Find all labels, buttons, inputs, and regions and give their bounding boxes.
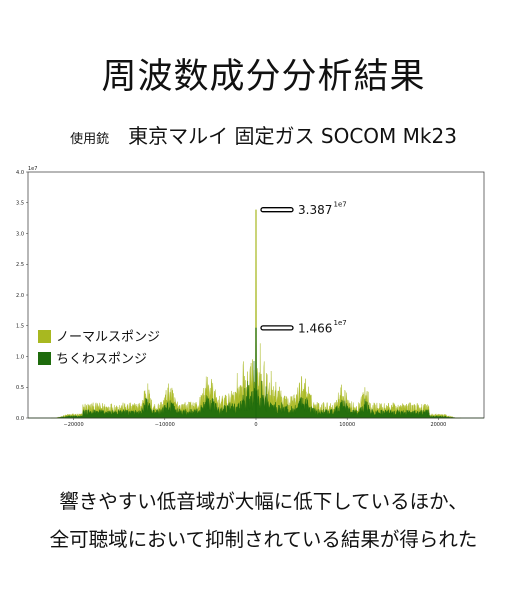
caption-line-1: 響きやすい低音域が大幅に低下しているほか、 xyxy=(59,490,468,513)
y-tick-label: 2.0 xyxy=(16,293,24,299)
annotation-exponent: 1e7 xyxy=(334,201,347,209)
y-tick-label: 1.5 xyxy=(16,324,24,330)
y-tick-label: 0.5 xyxy=(16,385,24,391)
legend-swatch xyxy=(38,330,51,343)
annotation-marker xyxy=(260,207,294,213)
gun-name: 東京マルイ 固定ガス SOCOM Mk23 xyxy=(128,124,457,148)
gun-label: 使用銃 xyxy=(70,132,110,147)
x-tick-label: −20000 xyxy=(64,422,84,428)
y-multiplier-label: 1e7 xyxy=(28,166,37,172)
y-tick-label: 3.0 xyxy=(16,231,24,237)
x-tick-label: 0 xyxy=(254,422,257,428)
x-tick-label: 20000 xyxy=(430,422,446,428)
y-tick-label: 4.0 xyxy=(16,170,24,176)
annotation-marker xyxy=(260,325,294,331)
frequency-chart: 1e7 0.0 0.5 1.0 1.5 2.0 2.5 3.0 3.5 4.0 −20000 −1… xyxy=(16,166,485,428)
legend-label: ノーマルスポンジ xyxy=(56,330,160,345)
legend-swatch xyxy=(38,352,51,365)
annotation-exponent: 1e7 xyxy=(334,319,347,327)
annotation-value: 3.387 xyxy=(298,203,332,217)
y-tick-label: 0.0 xyxy=(16,416,24,422)
annotation-value: 1.466 xyxy=(298,321,332,335)
y-tick-label: 1.0 xyxy=(16,354,24,360)
legend-label: ちくわスポンジ xyxy=(56,352,147,367)
caption-line-2: 全可聴域において抑制されている結果が得られた xyxy=(49,528,478,551)
x-tick-label: 10000 xyxy=(339,422,355,428)
page-title: 周波数成分分析結果 xyxy=(101,57,426,97)
series-chikuwa-sponge xyxy=(50,327,462,419)
y-tick-label: 2.5 xyxy=(16,262,24,268)
x-tick-label: −10000 xyxy=(155,422,175,428)
subtitle: 使用銃 東京マルイ 固定ガス SOCOM Mk23 xyxy=(0,120,527,149)
y-tick-label: 3.5 xyxy=(16,201,24,207)
